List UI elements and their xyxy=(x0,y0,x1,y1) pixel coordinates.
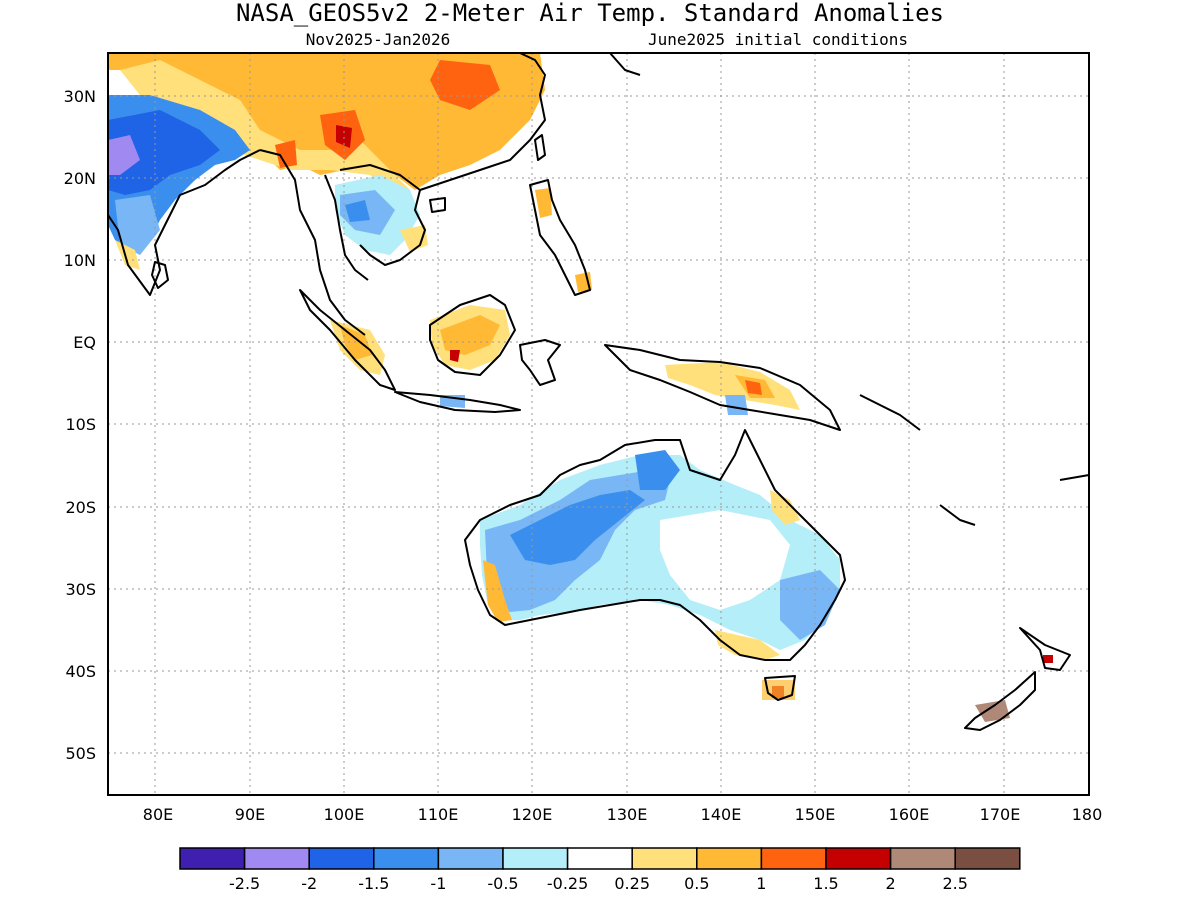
legend-label: -2 xyxy=(301,874,317,893)
legend-swatch xyxy=(760,847,827,870)
warm-region-philippines xyxy=(535,188,552,218)
lon-label: 100E xyxy=(324,805,365,824)
cool-region-india-core xyxy=(108,110,220,195)
brown-region-new-zealand xyxy=(975,700,1010,722)
chart-initial-conditions: June2025 initial conditions xyxy=(648,30,908,49)
legend-swatch xyxy=(437,847,504,870)
legend-swatch xyxy=(825,847,892,870)
legend-swatch xyxy=(308,847,375,870)
lat-label: 20S xyxy=(65,498,96,517)
lon-label: 80E xyxy=(143,805,173,824)
warm-region-australia-ne xyxy=(770,490,800,525)
legend-swatch xyxy=(502,847,569,870)
coastlines xyxy=(107,52,1090,731)
hot-region-tibet xyxy=(430,60,500,110)
red-spot-new-zealand xyxy=(1043,655,1053,663)
legend-swatch xyxy=(373,847,440,870)
legend-swatch xyxy=(566,847,633,870)
red-spot-sw-china xyxy=(336,125,352,148)
legend-label: -0.25 xyxy=(547,874,588,893)
neutral-region-australia-center xyxy=(660,510,790,610)
legend-swatch xyxy=(696,847,763,870)
cool-region-australia-north xyxy=(635,450,680,490)
cool-region-indochina-dark xyxy=(345,200,370,222)
legend-label: -2.5 xyxy=(229,874,260,893)
warm-region-vietnam xyxy=(400,225,428,252)
chart-period: Nov2025-Jan2026 xyxy=(306,30,451,49)
legend-swatch xyxy=(243,847,310,870)
map-frame xyxy=(107,52,1090,796)
lon-label: 170E xyxy=(980,805,1021,824)
latitude-axis: 30N 20N 10N EQ 10S 20S 30S 40S 50S xyxy=(64,87,96,763)
cool-region-australia-west-core xyxy=(510,490,645,565)
lat-label: 10S xyxy=(65,415,96,434)
legend-label: 2.5 xyxy=(942,874,967,893)
legend-label: 1.5 xyxy=(813,874,838,893)
legend-swatch xyxy=(889,847,956,870)
lon-label: 90E xyxy=(235,805,265,824)
very-cool-region-india xyxy=(108,135,140,175)
lon-label: 140E xyxy=(701,805,742,824)
legend-label: 1 xyxy=(756,874,766,893)
lat-label: 50S xyxy=(65,744,96,763)
warm-region-australia-sw xyxy=(483,560,512,622)
longitude-axis: 80E 90E 100E 110E 120E 130E 140E 150E 16… xyxy=(143,805,1103,824)
anomaly-fields xyxy=(108,53,1053,722)
lon-label: 180 xyxy=(1072,805,1103,824)
lat-label: 30N xyxy=(64,87,96,106)
legend-label: -1.5 xyxy=(358,874,389,893)
legend-label: -1 xyxy=(430,874,446,893)
legend-swatch xyxy=(631,847,698,870)
lon-label: 130E xyxy=(607,805,648,824)
lon-label: 150E xyxy=(795,805,836,824)
map-panel xyxy=(107,52,1090,796)
red-region-new-guinea xyxy=(745,380,762,395)
cool-region-new-guinea xyxy=(725,395,748,415)
warm-region-australia-se xyxy=(715,630,780,660)
light-cool-region-india xyxy=(115,195,160,255)
legend-label: -0.5 xyxy=(487,874,518,893)
legend-swatch xyxy=(179,847,246,870)
hot-region-myanmar xyxy=(275,140,297,168)
lat-label: 10N xyxy=(64,251,96,270)
legend-label: 0.5 xyxy=(684,874,709,893)
lon-label: 120E xyxy=(512,805,553,824)
legend-label: 2 xyxy=(886,874,896,893)
lat-label: 30S xyxy=(65,580,96,599)
legend-swatch xyxy=(954,847,1021,870)
lon-label: 110E xyxy=(418,805,459,824)
chart-title: NASA_GEOS5v2 2-Meter Air Temp. Standard … xyxy=(236,0,944,27)
color-legend: -2.5 -2 -1.5 -1 -0.5 -0.25 0.25 0.5 1 1.5 2 2.5 xyxy=(179,847,1021,893)
legend-label: 0.25 xyxy=(614,874,650,893)
lat-label: EQ xyxy=(73,333,96,352)
lon-label: 160E xyxy=(889,805,930,824)
lat-label: 20N xyxy=(64,169,96,188)
warm-region-india-south xyxy=(115,240,140,270)
lat-label: 40S xyxy=(65,662,96,681)
yellow-region-asia xyxy=(120,60,410,200)
gridlines xyxy=(108,53,1089,795)
hot-spot-borneo xyxy=(450,350,460,362)
cool-region-australia-east xyxy=(780,570,840,640)
warm-region-borneo-core xyxy=(440,315,500,355)
